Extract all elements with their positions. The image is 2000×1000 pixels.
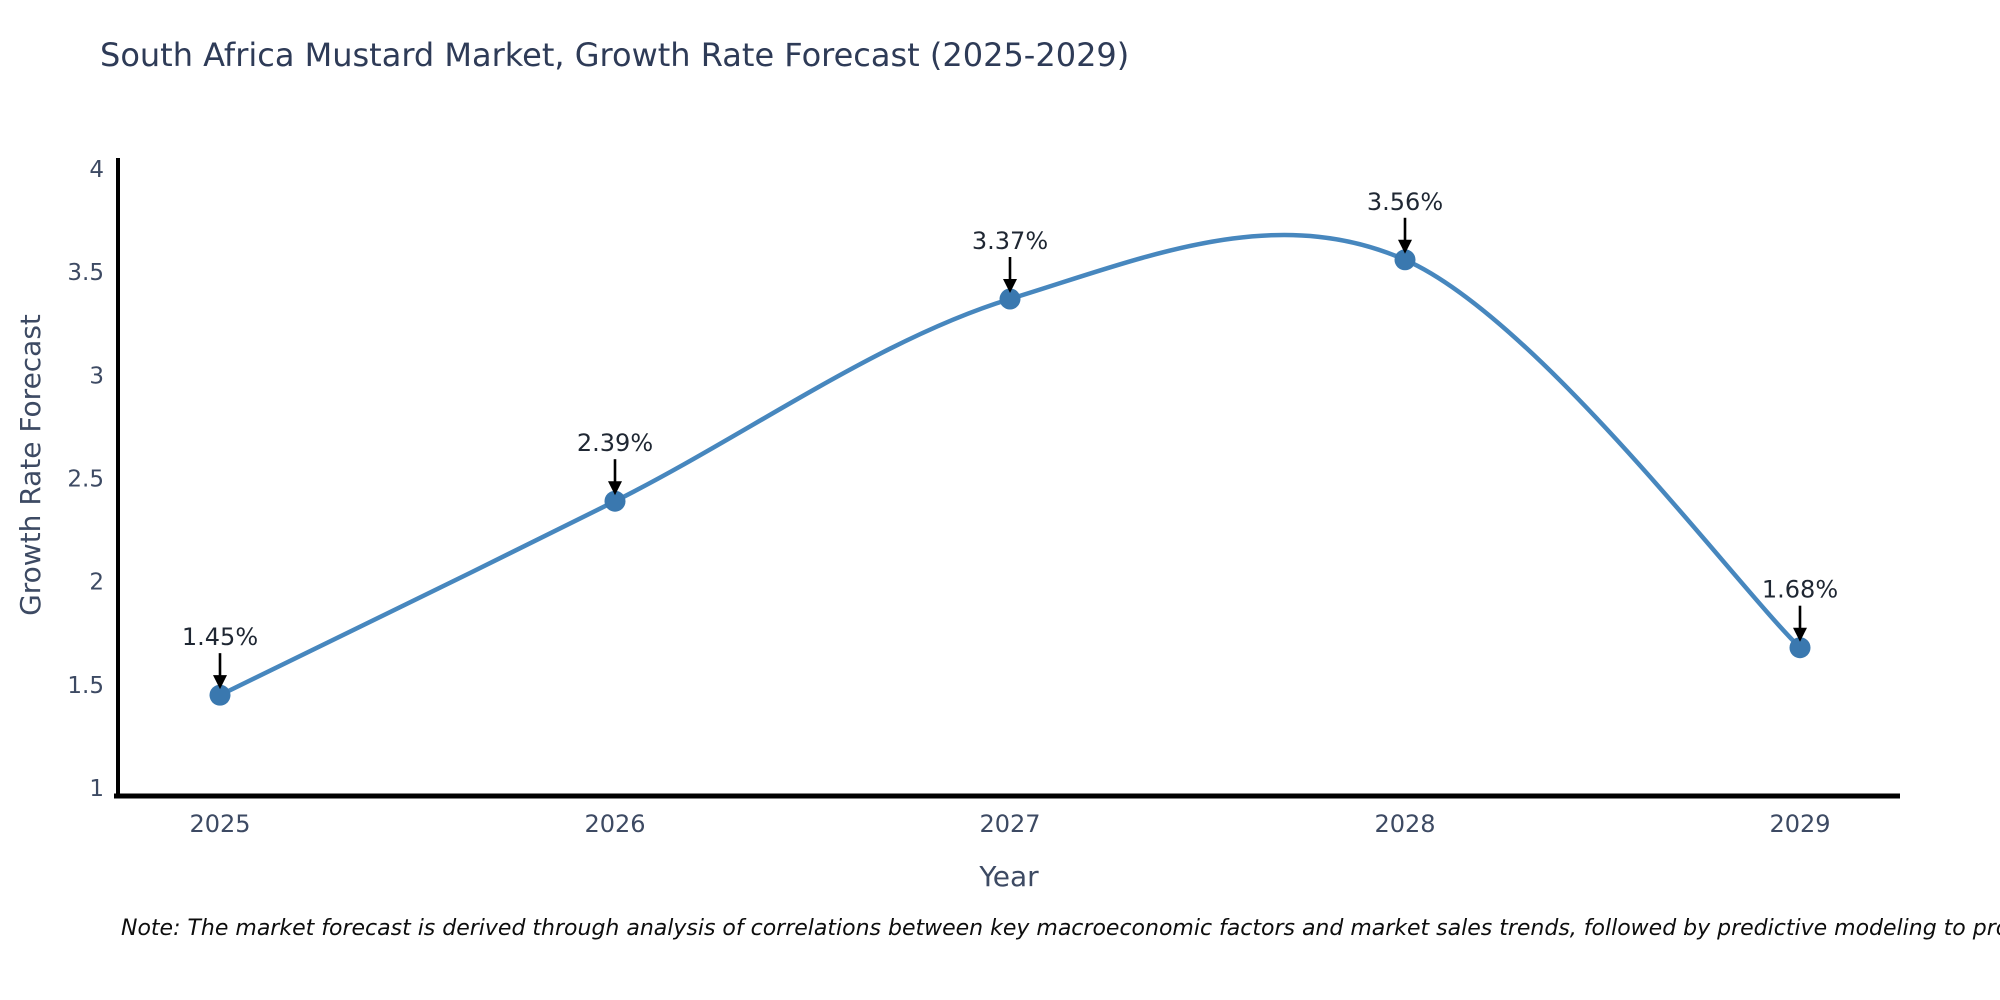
axes-layer bbox=[114, 158, 1900, 799]
tick-layer: 1 1.5 2 2.5 3 3.5 4 2025 2026 2027 2028 2029 bbox=[67, 157, 1830, 838]
y-tick-label: 4 bbox=[89, 157, 104, 183]
y-axis-title: Growth Rate Forecast bbox=[14, 314, 47, 616]
x-tick-label: 2027 bbox=[979, 810, 1040, 838]
data-point-marker bbox=[209, 684, 231, 706]
x-tick-label: 2025 bbox=[189, 810, 250, 838]
data-point-label: 1.68% bbox=[1762, 576, 1838, 604]
y-tick-label: 2.5 bbox=[67, 467, 104, 493]
data-point-label: 3.37% bbox=[972, 227, 1048, 255]
data-point-label: 2.39% bbox=[577, 429, 653, 457]
annotation-arrowhead bbox=[213, 675, 227, 690]
x-tick-label: 2026 bbox=[584, 810, 645, 838]
annotation-arrowhead bbox=[608, 481, 622, 496]
axis-title-layer: Growth Rate Forecast Year bbox=[14, 314, 1039, 893]
annotation-arrowhead bbox=[1793, 627, 1807, 642]
y-tick-label: 2 bbox=[89, 570, 104, 596]
y-tick-label: 1 bbox=[89, 776, 104, 802]
x-tick-label: 2029 bbox=[1769, 810, 1830, 838]
data-point-marker bbox=[1394, 249, 1416, 271]
y-tick-label: 1.5 bbox=[67, 673, 104, 699]
data-point-label: 3.56% bbox=[1367, 188, 1443, 216]
annotation-arrowhead bbox=[1398, 239, 1412, 254]
data-point-label: 1.45% bbox=[182, 623, 258, 651]
series-layer bbox=[209, 232, 1811, 706]
chart-title: South Africa Mustard Market, Growth Rate… bbox=[100, 36, 1130, 74]
data-point-marker bbox=[1789, 637, 1811, 659]
x-axis-title: Year bbox=[978, 860, 1039, 893]
footnote: Note: The market forecast is derived thr… bbox=[121, 916, 2000, 941]
y-tick-label: 3.5 bbox=[67, 260, 104, 286]
x-tick-label: 2028 bbox=[1374, 810, 1435, 838]
annotation-arrowhead bbox=[1003, 278, 1017, 293]
annotation-layer: 1.45% 2.39% 3.37% 3.56% 1.68% bbox=[182, 188, 1838, 690]
data-point-marker bbox=[604, 490, 626, 512]
y-tick-label: 3 bbox=[89, 363, 104, 389]
data-point-marker bbox=[999, 288, 1021, 310]
